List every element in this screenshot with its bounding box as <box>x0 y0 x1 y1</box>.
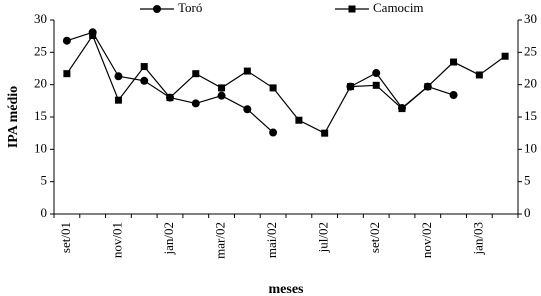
y2-tick-label: 10 <box>524 140 537 155</box>
marker <box>348 5 356 13</box>
series-line <box>66 34 506 134</box>
marker <box>346 83 354 91</box>
y2-tick-label: 25 <box>524 43 537 58</box>
marker <box>218 84 226 92</box>
marker <box>372 81 380 89</box>
marker <box>295 116 303 124</box>
marker <box>450 58 458 66</box>
y-tick-label: 5 <box>41 173 48 188</box>
y-tick-label: 15 <box>34 108 47 123</box>
marker <box>192 70 200 78</box>
x-tick-label: jul/02 <box>316 222 331 253</box>
marker <box>153 5 161 13</box>
y-tick-label: 0 <box>41 205 48 220</box>
marker <box>372 69 381 78</box>
marker <box>269 128 278 137</box>
marker <box>217 91 226 100</box>
marker <box>321 129 329 137</box>
marker <box>475 71 483 79</box>
x-tick-label: set/02 <box>367 222 382 253</box>
marker <box>89 32 97 40</box>
x-tick-label: set/01 <box>58 222 73 253</box>
y2-tick-label: 0 <box>524 205 531 220</box>
marker <box>114 96 122 104</box>
x-tick-label: mar/02 <box>213 222 228 259</box>
legend-label: Camocim <box>373 0 424 15</box>
marker <box>191 99 200 108</box>
marker <box>114 72 123 81</box>
y-tick-label: 25 <box>34 43 47 58</box>
x-tick-label: jan/02 <box>161 222 176 256</box>
y2-tick-label: 30 <box>524 11 537 26</box>
y-tick-label: 10 <box>34 140 47 155</box>
marker <box>140 76 149 85</box>
y-tick-label: 30 <box>34 11 47 26</box>
x-tick-label: mai/02 <box>264 222 279 258</box>
marker <box>62 36 71 45</box>
marker <box>449 91 458 100</box>
x-tick-label: nov/01 <box>109 222 124 258</box>
marker <box>501 52 509 60</box>
legend-label: Toró <box>178 0 202 15</box>
y2-tick-label: 15 <box>524 108 537 123</box>
marker <box>424 83 432 91</box>
marker <box>63 70 71 78</box>
marker <box>166 94 174 102</box>
series-line <box>66 31 454 133</box>
y2-tick-label: 5 <box>524 173 531 188</box>
x-tick-label: nov/02 <box>419 222 434 258</box>
x-axis-label: meses <box>269 282 305 296</box>
x-tick-label: jan/03 <box>470 222 485 256</box>
y-axis-label: IPA médio <box>6 86 21 148</box>
marker <box>398 105 406 113</box>
y-tick-label: 20 <box>34 76 47 91</box>
marker <box>140 63 148 71</box>
marker <box>243 67 251 75</box>
y2-tick-label: 20 <box>524 76 537 91</box>
marker <box>269 84 277 92</box>
marker <box>243 105 252 114</box>
